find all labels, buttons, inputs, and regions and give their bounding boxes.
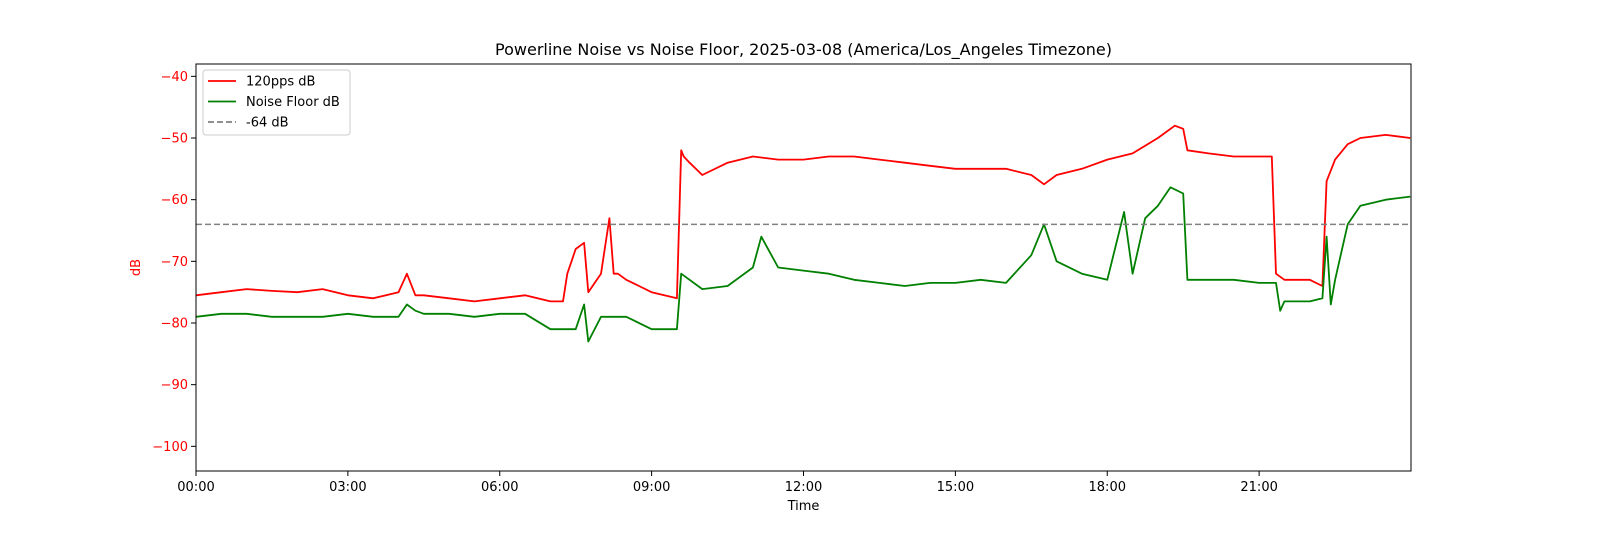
legend-label: -64 dB [246, 116, 289, 131]
series-line-noise-floor [195, 186, 1411, 343]
y-axis-label: dB [129, 259, 144, 276]
x-tick-label: 09:00 [633, 480, 670, 495]
x-axis: 00:00 03:00 06:00 09:00 12:00 15:00 18:00 21:00 [177, 471, 1278, 495]
x-tick-label: 18:00 [1089, 480, 1126, 495]
legend: 120pps dB Noise Floor dB -64 dB [202, 69, 351, 136]
chart-title: Powerline Noise vs Noise Floor, 2025-03-… [495, 40, 1112, 60]
x-tick-label: 21:00 [1240, 480, 1277, 495]
plot-area [195, 63, 1412, 472]
y-tick-label: −40 [161, 70, 188, 85]
y-tick-label: −50 [161, 132, 188, 147]
x-tick-label: 15:00 [937, 480, 974, 495]
x-tick-label: 03:00 [329, 480, 366, 495]
series-line-powerline-noise [195, 124, 1411, 303]
legend-label: Noise Floor dB [246, 95, 340, 110]
plot-frame [195, 63, 1412, 472]
y-tick-label: −70 [161, 255, 188, 270]
y-tick-label: −60 [161, 193, 188, 208]
legend-label: 120pps dB [246, 75, 315, 90]
x-tick-label: 06:00 [481, 480, 518, 495]
y-tick-label: −80 [161, 317, 188, 332]
y-tick-label: −100 [152, 440, 188, 455]
x-tick-label: 12:00 [785, 480, 822, 495]
y-tick-label: −90 [161, 378, 188, 393]
x-tick-label: 00:00 [177, 480, 214, 495]
y-axis: −40 −50 −60 −70 −80 −90 −100 [152, 70, 196, 455]
x-axis-label: Time [787, 499, 820, 514]
legend-box [202, 69, 351, 136]
